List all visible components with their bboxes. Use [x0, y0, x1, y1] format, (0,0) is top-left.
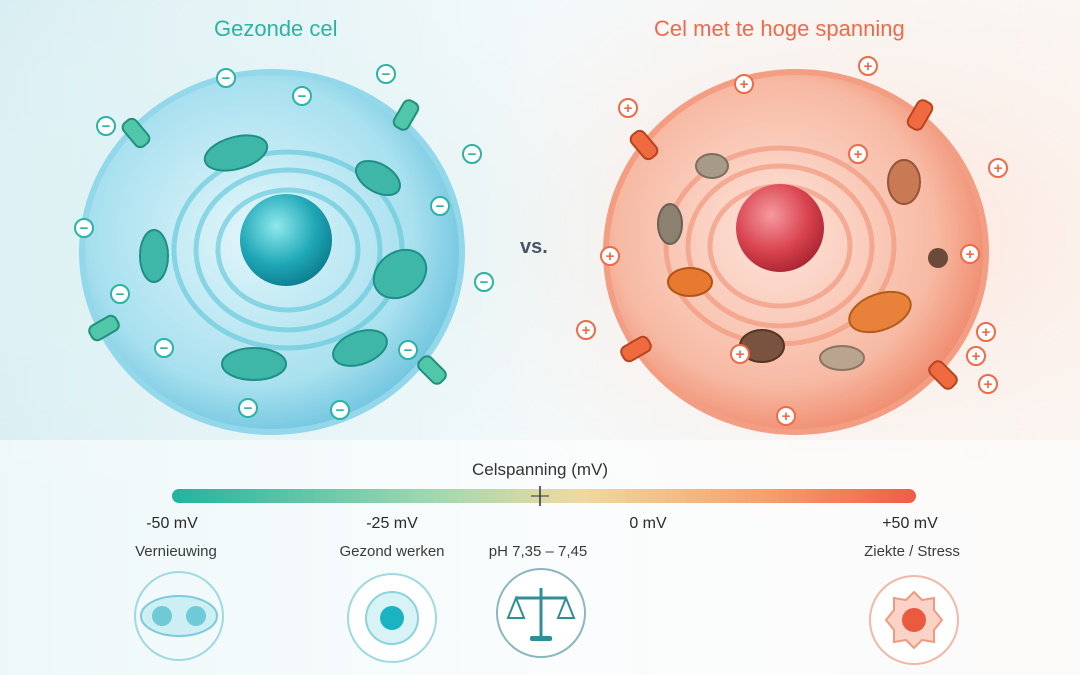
positive-charge-icon: + [988, 158, 1008, 178]
dividing-cell-icon [134, 571, 224, 661]
caption-ph-range: pH 7,35 – 7,45 [488, 543, 588, 560]
tick-label-minus25: -25 mV [366, 515, 418, 532]
svg-text:−: − [244, 400, 253, 417]
ion-channels [620, 99, 958, 390]
ion-channels [88, 99, 447, 385]
svg-text:−: − [468, 146, 477, 163]
svg-text:+: + [782, 408, 791, 425]
svg-text:−: − [222, 70, 231, 87]
negative-charge-icon: − [154, 338, 174, 358]
nucleus [240, 194, 332, 286]
tick-label-minus50: -50 mV [146, 515, 198, 532]
negative-charge-icon: − [96, 116, 116, 136]
positive-charges: ++++++ ++ +++++ [576, 56, 1008, 426]
negative-charge-icon: − [462, 144, 482, 164]
balance-scale-icon [496, 568, 586, 658]
caption-renewal: Vernieuwing [135, 543, 217, 560]
scale-title: Celspanning (mV) [471, 460, 609, 479]
svg-text:−: − [382, 66, 391, 83]
negative-charge-icon: − [430, 196, 450, 216]
positive-charge-icon: + [848, 144, 868, 164]
mitochondria [657, 153, 948, 371]
svg-text:+: + [864, 58, 873, 75]
mitochondria [139, 134, 428, 381]
positive-charge-icon: + [600, 246, 620, 266]
negative-charge-icon: − [74, 218, 94, 238]
svg-text:+: + [972, 348, 981, 365]
negative-charge-icon: − [474, 272, 494, 292]
positive-charge-icon: + [776, 406, 796, 426]
svg-text:−: − [436, 198, 445, 215]
positive-charge-icon: + [976, 322, 996, 342]
svg-text:+: + [582, 322, 591, 339]
positive-charge-icon: + [734, 74, 754, 94]
negative-charge-icon: − [398, 340, 418, 360]
svg-text:+: + [740, 76, 749, 93]
positive-charge-icon: + [730, 344, 750, 364]
stressed-cell-title: Cel met te hoge spanning [654, 16, 905, 41]
cells-illustration: − −−−−−−−−− −− − ++++++ ++ +++++ [74, 56, 1008, 435]
svg-text:+: + [984, 376, 993, 393]
caption-disease-stress: Ziekte / Stress [864, 543, 960, 560]
positive-charge-icon: + [576, 320, 596, 340]
healthy-cell-title: Gezonde cel [214, 16, 338, 41]
svg-text:+: + [854, 146, 863, 163]
tick-label-zero: 0 mV [629, 515, 667, 532]
tick-label-plus50: +50 mV [882, 515, 938, 532]
svg-text:+: + [606, 248, 615, 265]
svg-text:−: − [298, 88, 307, 105]
positive-charge-icon: + [960, 244, 980, 264]
svg-text:+: + [994, 160, 1003, 177]
negative-charge-icon: − [376, 64, 396, 84]
negative-charge-icon: − [110, 284, 130, 304]
positive-charge-icon: + [966, 346, 986, 366]
positive-charge-icon: + [618, 98, 638, 118]
svg-text:+: + [982, 324, 991, 341]
stressed-cell [603, 69, 989, 435]
positive-charge-icon: + [858, 56, 878, 76]
negative-charge-icon: − [238, 398, 258, 418]
negative-charge-icon: − [216, 68, 236, 88]
caption-healthy-function: Gezond werken [339, 543, 445, 560]
negative-charge-icon: − [292, 86, 312, 106]
negative-charge-icon: − [330, 400, 350, 420]
versus-label: vs. [520, 236, 548, 258]
svg-text:−: − [116, 286, 125, 303]
svg-text:+: + [736, 346, 745, 363]
stressed-cell-icon [869, 575, 959, 665]
svg-text:−: − [102, 118, 111, 135]
zero-marker [531, 486, 549, 506]
healthy-cell [79, 69, 465, 435]
svg-text:−: − [80, 220, 89, 237]
svg-text:−: − [160, 340, 169, 357]
svg-text:−: − [336, 402, 345, 419]
svg-text:+: + [966, 246, 975, 263]
negative-charges: − − − − − − − − − − − − − [74, 64, 494, 420]
positive-charge-icon: + [978, 374, 998, 394]
healthy-cell-icon [347, 573, 437, 663]
svg-text:+: + [624, 100, 633, 117]
svg-text:−: − [480, 274, 489, 291]
svg-text:−: − [404, 342, 413, 359]
nucleus [736, 184, 824, 272]
